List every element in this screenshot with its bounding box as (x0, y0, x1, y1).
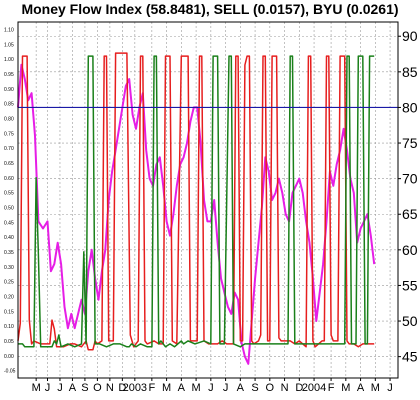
x-tick-label-8: 2003 (123, 382, 147, 394)
left-tick-label-19: 0.15 (4, 309, 14, 315)
x-tick-label-14: J (223, 382, 229, 394)
left-tick-label-23: -0.05 (4, 369, 16, 375)
left-tick-label-3: 0.95 (4, 72, 14, 78)
left-tick-label-2: 1.00 (4, 57, 14, 63)
left-tick-label-6: 0.80 (4, 116, 14, 122)
x-tick-label-23: A (357, 382, 365, 394)
left-tick-label-8: 0.70 (4, 146, 14, 152)
plot-frame (17, 21, 399, 379)
x-tick-label-21: F (328, 382, 335, 394)
right-tick-label-5: 65 (402, 206, 418, 222)
right-tick-label-3: 75 (402, 135, 418, 151)
left-tick-label-11: 0.55 (4, 191, 14, 197)
left-tick-label-17: 0.25 (4, 280, 14, 286)
grid (18, 22, 398, 378)
left-tick-label-16: 0.30 (4, 265, 14, 271)
right-tick-label-1: 85 (402, 64, 418, 80)
x-tick-label-7: D (118, 382, 126, 394)
x-tick-label-9: F (148, 382, 155, 394)
left-tick-label-10: 0.60 (4, 176, 14, 182)
left-tick-label-18: 0.20 (4, 294, 14, 300)
left-axis: 1.10 1.05 1.00 0.95 0.90 0.85 0.80 0.75 0.70 0.65… (4, 27, 16, 374)
left-tick-label-0: 1.10 (4, 27, 14, 33)
right-tick-label-0: 90 (402, 28, 418, 44)
x-tick-label-19: D (295, 382, 303, 394)
x-tick-label-10: M (162, 382, 171, 394)
x-tick-label-0: M (32, 382, 41, 394)
right-tick-label-9: 45 (402, 349, 418, 365)
x-tick-label-13: J (208, 382, 214, 394)
x-tick-label-4: S (81, 382, 88, 394)
x-tick-label-25: J (387, 382, 393, 394)
x-tick-label-2: J (57, 382, 63, 394)
right-tick-label-4: 70 (402, 171, 418, 187)
left-tick-label-22: 0.00 (4, 354, 14, 360)
x-tick-label-11: A (178, 382, 186, 394)
left-tick-label-13: 0.45 (4, 220, 14, 226)
x-tick-label-18: N (281, 382, 289, 394)
x-tick-label-6: N (106, 382, 114, 394)
left-tick-label-12: 0.50 (4, 205, 14, 211)
right-tick-label-2: 80 (402, 99, 418, 115)
right-tick-label-8: 50 (402, 313, 418, 329)
right-tick-label-6: 60 (402, 242, 418, 258)
x-tick-label-12: M (192, 382, 201, 394)
left-tick-label-21: 0.05 (4, 339, 14, 345)
x-tick-label-24: M (371, 382, 380, 394)
x-tick-label-15: A (237, 382, 245, 394)
chart-title: Money Flow Index (58.8481), SELL (0.0157… (21, 1, 398, 17)
left-tick-label-1: 1.05 (4, 42, 14, 48)
x-tick-label-20: 2004 (302, 382, 326, 394)
x-tick-label-5: O (93, 382, 102, 394)
right-tick-label-7: 55 (402, 277, 418, 293)
series-line-1 (17, 52, 375, 351)
left-tick-label-20: 0.10 (4, 324, 14, 330)
x-tick-label-17: O (266, 382, 275, 394)
left-tick-label-7: 0.75 (4, 131, 14, 137)
left-tick-label-15: 0.35 (4, 250, 14, 256)
left-tick-label-14: 0.40 (4, 235, 14, 241)
left-tick-label-9: 0.65 (4, 161, 14, 167)
x-tick-label-16: S (251, 382, 258, 394)
x-tick-label-3: A (69, 382, 77, 394)
left-tick-label-4: 0.90 (4, 87, 14, 93)
x-tick-label-1: J (45, 382, 51, 394)
left-tick-label-5: 0.85 (4, 102, 14, 108)
right-axis: 90 85 80 75 70 65 60 55 50 45 (398, 28, 418, 365)
series-line-2 (18, 55, 375, 348)
x-tick-label-22: M (341, 382, 350, 394)
